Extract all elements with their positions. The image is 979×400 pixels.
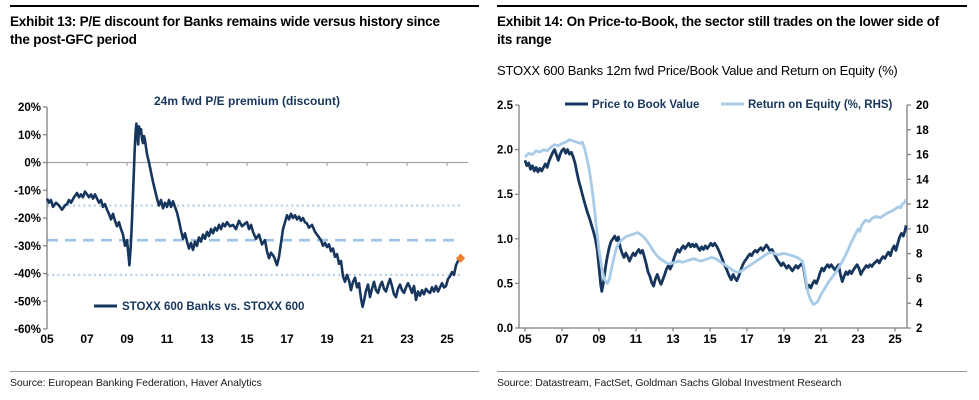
exhibit13-title: Exhibit 13: P/E discount for Banks remai…: [10, 14, 440, 47]
x-axis-tick-label: 25: [440, 332, 454, 346]
legend-label-roe: Return on Equity (%, RHS): [748, 99, 893, 111]
price-to-book-line: [523, 147, 908, 293]
banks-pe-premium-line: [45, 122, 461, 309]
right-y-tick-label: 14: [916, 174, 929, 186]
right-panel-top-rule: [497, 5, 967, 7]
right-y-tick-label: 12: [916, 199, 929, 211]
left-source-rule: [10, 371, 479, 372]
x-axis-tick-label: 11: [161, 332, 174, 346]
x-axis-tick-label: 07: [555, 332, 569, 346]
x-axis-tick-label: 23: [851, 332, 865, 346]
exhibit14-chart: 0.0 0.5 1.0 1.5 2.0 2.5 2 4 6 8 10 12 14 16 18 20 05 07 09…: [497, 99, 929, 346]
x-axis-tick-label: 15: [240, 332, 254, 346]
x-axis-tick-label: 09: [120, 332, 134, 346]
right-y-tick-label: 8: [916, 249, 923, 261]
x-axis-tick-label: 05: [40, 332, 54, 346]
x-axis-tick-label: 15: [703, 332, 717, 346]
x-axis-tick-label: 21: [814, 332, 828, 346]
left-y-tick-label: 1.0: [497, 234, 513, 246]
y-axis-tick-label: -60%: [14, 324, 41, 336]
x-axis-tick-label: 07: [80, 332, 94, 346]
x-axis-tick-label: 05: [518, 332, 532, 346]
x-axis-tick-label: 17: [280, 332, 294, 346]
x-axis-tick-label: 19: [777, 332, 791, 346]
exhibit14-title: Exhibit 14: On Price-to-Book, the sector…: [497, 14, 940, 47]
exhibit14-source: Source: Datastream, FactSet, Goldman Sac…: [497, 377, 842, 389]
x-axis-tick-label: 17: [740, 332, 754, 346]
x-axis-tick-label: 13: [666, 332, 680, 346]
right-source-rule: [497, 371, 967, 372]
right-y-tick-label: 18: [916, 125, 929, 137]
x-axis-tick-label: 21: [360, 332, 374, 346]
legend-label-pb: Price to Book Value: [592, 99, 699, 111]
left-y-tick-label: 2.0: [497, 145, 513, 157]
left-y-tick-label: 2.5: [497, 100, 514, 112]
right-y-tick-label: 2: [916, 323, 922, 335]
left-panel-top-rule: [10, 5, 479, 7]
y-axis-tick-label: -30%: [14, 241, 41, 253]
y-axis-tick-label: 20%: [18, 102, 41, 114]
exhibit13-source: Source: European Banking Federation, Hav…: [10, 377, 262, 389]
left-y-tick-label: 1.5: [497, 189, 514, 201]
right-y-tick-label: 16: [916, 150, 929, 162]
latest-value-diamond-marker: [456, 253, 466, 263]
inner-chart-title: 24m fwd P/E premium (discount): [154, 94, 340, 108]
right-y-tick-label: 10: [916, 224, 929, 236]
y-axis-tick-label: -10%: [14, 185, 41, 197]
x-axis-tick-label: 25: [888, 332, 902, 346]
x-axis-tick-label: 11: [630, 332, 643, 346]
y-axis-tick-label: -50%: [14, 296, 41, 308]
legend-label: STOXX 600 Banks vs. STOXX 600: [122, 301, 304, 313]
y-axis-tick-label: -20%: [14, 213, 41, 225]
x-axis-tick-label: 13: [200, 332, 214, 346]
return-on-equity-line: [524, 138, 908, 306]
right-y-tick-label: 4: [916, 298, 923, 310]
y-axis-tick-label: 0%: [24, 158, 41, 170]
exhibit13-chart: 20% 10% 0% -10% -20% -30% -40% -50% -60%05 07 09 11…: [14, 94, 468, 346]
right-y-tick-label: 20: [916, 100, 929, 112]
left-y-tick-label: 0.5: [497, 278, 514, 290]
right-y-tick-label: 6: [916, 273, 922, 285]
y-axis-tick-label: 10%: [18, 130, 41, 142]
exhibit14-subtitle: STOXX 600 Banks 12m fwd Price/Book Value…: [497, 63, 898, 78]
y-axis-tick-label: -40%: [14, 269, 41, 281]
left-y-tick-label: 0.0: [497, 323, 513, 335]
x-axis-tick-label: 19: [320, 332, 334, 346]
x-axis-tick-label: 09: [592, 332, 606, 346]
x-axis-tick-label: 23: [400, 332, 414, 346]
